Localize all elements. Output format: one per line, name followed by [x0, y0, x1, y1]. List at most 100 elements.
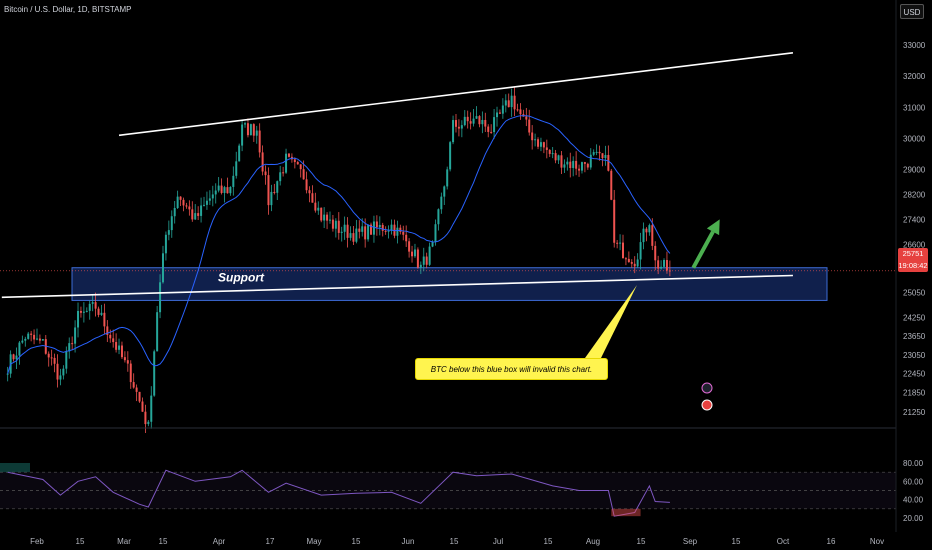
- symbol-title[interactable]: Bitcoin / U.S. Dollar, 1D, BITSTAMP: [4, 5, 132, 14]
- candle-body: [112, 338, 115, 343]
- last-price-tag: 25751 19:08:42: [898, 248, 928, 272]
- candle-body: [501, 105, 504, 114]
- candle-body: [370, 224, 373, 235]
- candle-body: [387, 230, 390, 232]
- candle-body: [88, 303, 91, 311]
- candle-body: [361, 226, 364, 232]
- candle-body: [566, 161, 569, 165]
- candle-body: [466, 116, 469, 122]
- candle-body: [516, 109, 519, 111]
- candle-body: [30, 333, 33, 335]
- candle-body: [285, 153, 288, 173]
- candle-body: [639, 242, 642, 260]
- price-tick-label: 28200: [903, 191, 926, 200]
- rsi-pane: [0, 463, 896, 517]
- candle-body: [314, 202, 317, 211]
- candle-body: [381, 224, 384, 231]
- price-tick-label: 23050: [903, 351, 926, 360]
- candle-body: [449, 142, 452, 170]
- candle-body: [475, 116, 478, 119]
- rsi-tick-label: 80.00: [903, 459, 924, 468]
- candle-body: [211, 194, 214, 199]
- candle-body: [244, 123, 247, 125]
- last-price-value: 25751: [902, 249, 924, 258]
- candle-body: [47, 353, 50, 358]
- candle-body: [71, 343, 74, 345]
- price-tick-label: 23650: [903, 332, 926, 341]
- candle-body: [378, 224, 381, 228]
- candle-body: [331, 219, 334, 229]
- candle-body: [472, 118, 475, 124]
- candle-body: [311, 193, 314, 203]
- candle-body: [241, 124, 244, 146]
- candle-body: [238, 145, 241, 162]
- time-tick-label: 15: [544, 537, 553, 546]
- candle-body: [235, 161, 238, 176]
- candle-body: [320, 207, 323, 221]
- candle-body: [270, 191, 273, 206]
- candle-body: [302, 169, 305, 180]
- candle-body: [138, 391, 141, 402]
- price-tick-label: 27400: [903, 215, 926, 224]
- candle-body: [496, 112, 499, 118]
- candle-body: [355, 228, 358, 242]
- candle-body: [220, 185, 223, 194]
- candle-body: [85, 310, 88, 312]
- candle-body: [191, 209, 194, 220]
- candle-body: [408, 241, 411, 252]
- time-tick-label: Sep: [683, 537, 698, 546]
- candle-body: [153, 351, 156, 396]
- candle-body: [434, 224, 437, 242]
- candle-body: [91, 302, 94, 304]
- candle-body: [560, 155, 563, 168]
- candle-body: [636, 259, 639, 267]
- candle-body: [217, 185, 220, 191]
- dividend-icon: [701, 399, 713, 411]
- candle-body: [563, 164, 566, 168]
- bar-countdown: 19:08:42: [898, 261, 928, 270]
- candle-body: [173, 208, 176, 217]
- candle-body: [589, 154, 592, 168]
- candle-body: [613, 199, 616, 243]
- candle-body: [21, 340, 24, 343]
- currency-button[interactable]: USD: [900, 4, 924, 19]
- candle-body: [65, 351, 68, 369]
- support-label: Support: [218, 271, 265, 285]
- time-tick-label: 15: [352, 537, 361, 546]
- candle-body: [402, 231, 405, 235]
- candle-body: [150, 395, 153, 422]
- candle-body: [399, 227, 402, 232]
- candle-body: [513, 95, 516, 110]
- price-pane: Support: [0, 51, 896, 434]
- candle-body: [660, 266, 663, 269]
- candle-body: [583, 162, 586, 164]
- candle-body: [249, 124, 252, 136]
- candle-body: [622, 242, 624, 259]
- candle-body: [372, 221, 375, 235]
- candle-body: [329, 219, 331, 221]
- note-pointer: [585, 285, 637, 358]
- candle-body: [326, 214, 329, 221]
- candle-body: [375, 221, 378, 228]
- candle-body: [481, 119, 484, 125]
- candle-body: [554, 153, 557, 161]
- candle-body: [425, 256, 428, 265]
- candle-body: [77, 310, 80, 328]
- candle-body: [592, 152, 595, 155]
- candle-body: [490, 131, 493, 133]
- candle-body: [619, 242, 622, 244]
- candle-body: [194, 213, 197, 220]
- candle-body: [580, 162, 583, 171]
- candle-body: [616, 242, 619, 244]
- candle-body: [273, 191, 276, 193]
- candle-body: [396, 227, 399, 236]
- candle-body: [74, 327, 77, 344]
- candle-body: [648, 225, 651, 233]
- time-tick-label: Apr: [213, 537, 226, 546]
- candle-body: [246, 123, 249, 136]
- price-tick-label: 30000: [903, 134, 926, 143]
- candle-body: [440, 196, 443, 210]
